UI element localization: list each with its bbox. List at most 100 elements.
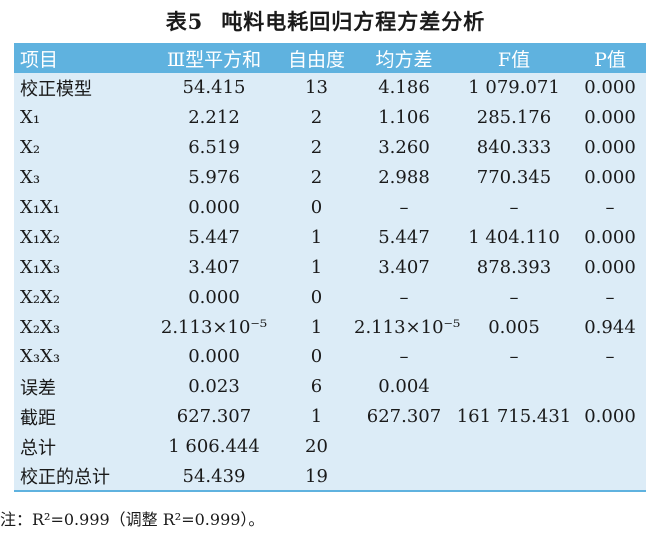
header-type3-ss: Ⅲ型平方和 — [166, 48, 262, 71]
cell-df: 1 — [310, 316, 323, 338]
cell-type3-ss: 1 606.444 — [168, 436, 260, 458]
cell-item: 截距 — [20, 407, 56, 429]
cell-mean-square: 2.988 — [378, 167, 430, 189]
cell-type3-ss: 2.212 — [188, 107, 240, 129]
cell-df: 2 — [310, 167, 323, 189]
cell-f-value — [454, 462, 574, 492]
cell-p-value: – — [605, 286, 615, 308]
cell-type3-ss: 3.407 — [188, 256, 240, 278]
table-row: 截距 627.307 1 627.307 161 715.431 0.000 — [14, 402, 646, 432]
cell-df: 0 — [310, 286, 323, 308]
cell-type3-ss: 0.000 — [188, 286, 240, 308]
cell-item: X₂ — [20, 137, 41, 159]
cell-df: 6 — [310, 376, 323, 398]
cell-item: 校正的总计 — [20, 467, 110, 489]
cell-f-value: 161 715.431 — [456, 406, 572, 428]
header-item: 项目 — [20, 48, 59, 71]
cell-f-value: – — [509, 286, 519, 308]
cell-f-value: 878.393 — [476, 256, 552, 278]
cell-p-value: 0.944 — [584, 316, 636, 338]
cell-f-value: 0.005 — [488, 316, 540, 338]
cell-item: 总计 — [20, 437, 56, 459]
cell-item: X₁X₂ — [20, 226, 61, 248]
cell-mean-square: 2.113×10⁻⁵ — [354, 316, 461, 338]
cell-p-value: – — [605, 197, 615, 218]
cell-f-value: – — [509, 346, 519, 368]
header-row: 项目 Ⅲ型平方和 自由度 均方差 F值 P值 — [14, 43, 646, 73]
table-row: 误差 0.023 6 0.004 — [14, 372, 646, 402]
cell-type3-ss: 54.415 — [182, 77, 246, 99]
cell-type3-ss: 0.000 — [188, 197, 240, 218]
table-footnote: 注：R²=0.999（调整 R²=0.999）。 — [0, 510, 265, 529]
cell-df: 19 — [305, 465, 328, 487]
cell-type3-ss: 54.439 — [182, 465, 246, 487]
cell-f-value: 840.333 — [476, 137, 552, 159]
cell-p-value: 0.000 — [584, 107, 636, 129]
cell-item: X₃ — [20, 167, 41, 189]
table-row: X₁X₂ 5.447 1 5.447 1 404.110 0.000 — [14, 222, 646, 252]
cell-type3-ss: 5.976 — [188, 167, 240, 189]
cell-mean-square: – — [399, 197, 409, 218]
cell-f-value: 1 079.071 — [468, 77, 560, 99]
cell-p-value: 0.000 — [584, 77, 636, 99]
cell-item: X₂X₂ — [20, 286, 61, 308]
cell-item: X₁ — [20, 107, 41, 129]
table-title: 吨料电耗回归方程方差分析 — [221, 9, 486, 34]
cell-f-value — [454, 372, 574, 402]
table-row: X₃X₃ 0.000 0 – – – — [14, 342, 646, 372]
cell-mean-square — [354, 462, 454, 492]
cell-type3-ss: 2.113×10⁻⁵ — [160, 316, 268, 338]
table-row: 校正模型 54.415 13 4.186 1 079.071 0.000 — [14, 73, 646, 103]
header-df: 自由度 — [287, 48, 345, 71]
cell-item: X₁X₁ — [20, 197, 61, 218]
cell-f-value: – — [509, 197, 519, 218]
cell-item: 校正模型 — [20, 78, 92, 100]
table-row: X₃ 5.976 2 2.988 770.345 0.000 — [14, 163, 646, 193]
cell-df: 1 — [310, 406, 323, 428]
cell-mean-square: 3.260 — [378, 137, 430, 159]
cell-mean-square: 1.106 — [378, 107, 430, 129]
cell-type3-ss: 6.519 — [188, 137, 240, 159]
cell-p-value: 0.000 — [584, 256, 636, 278]
table-row: X₂ 6.519 2 3.260 840.333 0.000 — [14, 133, 646, 163]
cell-df: 0 — [310, 346, 323, 368]
cell-type3-ss: 0.000 — [188, 346, 240, 368]
cell-f-value: 770.345 — [476, 167, 552, 189]
table-caption: 表5 吨料电耗回归方程方差分析 — [0, 6, 651, 36]
cell-mean-square: – — [399, 346, 409, 368]
cell-p-value: 0.000 — [584, 406, 636, 428]
cell-df: 13 — [305, 77, 328, 99]
cell-p-value: 0.000 — [584, 167, 636, 189]
cell-mean-square — [354, 432, 454, 462]
table-row: X₂X₃ 2.113×10⁻⁵ 1 2.113×10⁻⁵ 0.005 0.944 — [14, 312, 646, 342]
header-f-value: F值 — [497, 48, 531, 71]
cell-df: 20 — [305, 436, 328, 458]
cell-df: 2 — [310, 107, 323, 129]
cell-df: 2 — [310, 137, 323, 159]
table-row: X₂X₂ 0.000 0 – – – — [14, 282, 646, 312]
cell-mean-square: 3.407 — [378, 256, 430, 278]
table-row: X₁X₁ 0.000 0 – – – — [14, 193, 646, 223]
cell-mean-square: 4.186 — [378, 77, 430, 99]
table-row: X₁ 2.212 2 1.106 285.176 0.000 — [14, 103, 646, 133]
cell-mean-square: 627.307 — [366, 406, 442, 428]
cell-type3-ss: 0.023 — [188, 376, 240, 398]
table-body: 校正模型 54.415 13 4.186 1 079.071 0.000 X₁ 2.212 2 1… — [14, 73, 646, 492]
cell-df: 1 — [310, 226, 323, 248]
table-row: 总计 1 606.444 20 — [14, 432, 646, 462]
header-p-value: P值 — [594, 48, 626, 71]
cell-item: X₁X₃ — [20, 256, 61, 278]
cell-p-value: 0.000 — [584, 137, 636, 159]
cell-p-value: – — [605, 346, 615, 368]
cell-item: X₂X₃ — [20, 316, 61, 338]
cell-mean-square: – — [399, 286, 409, 308]
cell-type3-ss: 5.447 — [188, 226, 240, 248]
anova-table: 项目 Ⅲ型平方和 自由度 均方差 F值 P值 校正模型 54.415 13 4.186… — [14, 43, 646, 493]
header-mean-square: 均方差 — [375, 48, 433, 71]
cell-p-value — [574, 372, 646, 402]
cell-f-value — [454, 432, 574, 462]
table-row: 校正的总计 54.439 19 — [14, 462, 646, 492]
table-number: 表5 — [165, 9, 204, 34]
cell-mean-square: 0.004 — [378, 376, 430, 398]
cell-p-value — [574, 432, 646, 462]
